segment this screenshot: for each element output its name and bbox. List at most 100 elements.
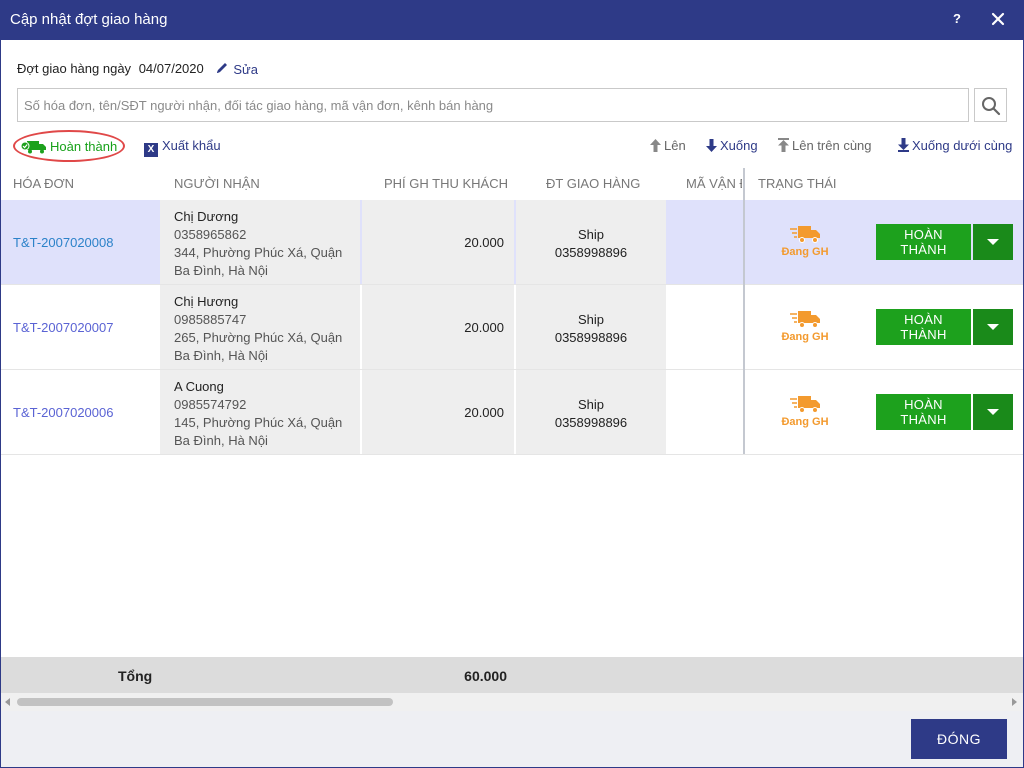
partner-name: Ship bbox=[577, 227, 605, 242]
move-top-label: Lên trên cùng bbox=[792, 138, 872, 153]
move-up-button[interactable]: Lên bbox=[650, 138, 686, 153]
table-row[interactable]: T&T-2007020006 A Cuong 0985574792 145, P… bbox=[0, 370, 1024, 455]
close-button[interactable]: ĐÓNG bbox=[911, 719, 1007, 759]
col-partner[interactable]: ĐT GIAO HÀNG bbox=[546, 176, 641, 191]
partner-phone: 0358998896 bbox=[554, 415, 628, 430]
recipient-cell bbox=[160, 370, 360, 454]
col-invoice[interactable]: HÓA ĐƠN bbox=[13, 176, 74, 191]
invoice-link[interactable]: T&T-2007020007 bbox=[13, 320, 114, 335]
batch-date: 04/07/2020 bbox=[138, 61, 204, 77]
edit-label: Sửa bbox=[233, 61, 258, 77]
recipient-name: Chị Hương bbox=[174, 294, 239, 309]
recipient-cell bbox=[160, 285, 360, 369]
recipient-address-line2: Ba Đình, Hà Nội bbox=[174, 348, 268, 363]
recipient-address-line1: 344, Phường Phúc Xá, Quận bbox=[174, 245, 343, 260]
partner-name: Ship bbox=[577, 312, 605, 327]
export-button[interactable]: X Xuất khẩu bbox=[144, 138, 221, 157]
table-header: HÓA ĐƠN NGƯỜI NHẬN PHÍ GH THU KHÁCH ĐT G… bbox=[0, 168, 1024, 198]
search-input[interactable] bbox=[22, 89, 956, 121]
export-label: Xuất khẩu bbox=[162, 138, 221, 153]
partner-info: Ship 0358998896 bbox=[518, 226, 664, 262]
partner-info: Ship 0358998896 bbox=[518, 311, 664, 347]
recipient-info: A Cuong 0985574792 145, Phường Phúc Xá, … bbox=[174, 378, 354, 450]
delivery-truck-icon bbox=[790, 396, 820, 413]
search-button[interactable] bbox=[974, 88, 1007, 122]
batch-label: Đợt giao hàng ngày bbox=[17, 61, 132, 77]
partner-name: Ship bbox=[577, 397, 605, 412]
scroll-right-icon[interactable] bbox=[1012, 698, 1017, 706]
scroll-left-icon[interactable] bbox=[5, 698, 10, 706]
chevron-down-icon bbox=[987, 324, 999, 330]
complete-order-button[interactable]: HOÀN THÀNH bbox=[876, 394, 971, 430]
status-label: Đang GH bbox=[781, 331, 829, 343]
recipient-address-line1: 145, Phường Phúc Xá, Quận bbox=[174, 415, 343, 430]
col-fee[interactable]: PHÍ GH THU KHÁCH bbox=[384, 176, 508, 191]
scrollbar-thumb[interactable] bbox=[17, 698, 393, 706]
frozen-column-divider[interactable] bbox=[743, 168, 745, 454]
horizontal-scrollbar[interactable] bbox=[0, 693, 1024, 711]
table-row[interactable]: T&T-2007020007 Chị Hương 0985885747 265,… bbox=[0, 285, 1024, 370]
truck-check-icon bbox=[21, 141, 46, 154]
col-tracking[interactable]: MÃ VẬN Đ bbox=[686, 176, 742, 191]
status-badge: Đang GH bbox=[766, 394, 844, 428]
totals-label: Tổng bbox=[118, 668, 153, 684]
recipient-cell bbox=[160, 200, 360, 284]
complete-batch-button[interactable]: Hoàn thành bbox=[13, 130, 125, 162]
search-icon bbox=[982, 97, 1001, 116]
delivery-truck-icon bbox=[790, 311, 820, 328]
move-down-button[interactable]: Xuống bbox=[706, 138, 758, 153]
partner-phone: 0358998896 bbox=[554, 330, 628, 345]
status-badge: Đang GH bbox=[766, 224, 844, 258]
invoice-link[interactable]: T&T-2007020008 bbox=[13, 235, 114, 250]
move-down-label: Xuống bbox=[720, 138, 758, 153]
fee-value: 20.000 bbox=[464, 235, 504, 250]
status-badge: Đang GH bbox=[766, 309, 844, 343]
table-row[interactable]: T&T-2007020008 Chị Dương 0358965862 344,… bbox=[0, 200, 1024, 285]
invoice-link[interactable]: T&T-2007020006 bbox=[13, 405, 114, 420]
excel-icon: X bbox=[144, 143, 158, 157]
dialog-footer: ĐÓNG bbox=[0, 711, 1024, 768]
status-label: Đang GH bbox=[781, 246, 829, 258]
arrow-top-icon bbox=[778, 138, 789, 152]
complete-order-button[interactable]: HOÀN THÀNH bbox=[876, 224, 971, 260]
move-top-button[interactable]: Lên trên cùng bbox=[778, 138, 872, 153]
col-recipient[interactable]: NGƯỜI NHẬN bbox=[174, 176, 260, 191]
arrow-bottom-icon bbox=[898, 138, 909, 152]
col-status[interactable]: TRẠNG THÁI bbox=[758, 176, 837, 191]
move-bottom-button[interactable]: Xuống dưới cùng bbox=[898, 138, 1012, 153]
help-button[interactable]: ? bbox=[953, 11, 961, 26]
recipient-address-line1: 265, Phường Phúc Xá, Quận bbox=[174, 330, 343, 345]
complete-options-dropdown[interactable] bbox=[973, 394, 1013, 430]
partner-phone: 0358998896 bbox=[554, 245, 628, 260]
recipient-phone: 0985574792 bbox=[174, 397, 247, 412]
title-bar: Cập nhật đợt giao hàng ? bbox=[0, 0, 1024, 40]
complete-options-dropdown[interactable] bbox=[973, 309, 1013, 345]
move-bottom-label: Xuống dưới cùng bbox=[912, 138, 1013, 153]
recipient-address-line2: Ba Đình, Hà Nội bbox=[174, 433, 268, 448]
recipient-info: Chị Dương 0358965862 344, Phường Phúc Xá… bbox=[174, 208, 354, 280]
recipient-address-line2: Ba Đình, Hà Nội bbox=[174, 263, 268, 278]
recipient-phone: 0985885747 bbox=[174, 312, 247, 327]
complete-order-button[interactable]: HOÀN THÀNH bbox=[876, 309, 971, 345]
edit-batch-link[interactable]: Sửa bbox=[215, 61, 258, 77]
dialog-title: Cập nhật đợt giao hàng bbox=[10, 11, 168, 28]
fee-value: 20.000 bbox=[464, 320, 504, 335]
recipient-name: Chị Dương bbox=[174, 209, 239, 224]
close-icon[interactable] bbox=[989, 9, 1007, 29]
batch-info: Đợt giao hàng ngày 04/07/2020 Sửa bbox=[17, 60, 258, 78]
chevron-down-icon bbox=[987, 409, 999, 415]
chevron-down-icon bbox=[987, 239, 999, 245]
fee-cell bbox=[362, 200, 514, 284]
totals-fee: 60.000 bbox=[464, 668, 507, 684]
fee-cell bbox=[362, 285, 514, 369]
complete-options-dropdown[interactable] bbox=[973, 224, 1013, 260]
totals-row: Tổng 60.000 bbox=[0, 657, 1024, 693]
toolbar: Hoàn thành X Xuất khẩu Lên Xuống Lên trên… bbox=[0, 130, 1024, 162]
arrow-down-icon bbox=[706, 139, 717, 152]
arrow-up-icon bbox=[650, 139, 661, 152]
status-label: Đang GH bbox=[781, 416, 829, 428]
fee-cell bbox=[362, 370, 514, 454]
search-box bbox=[17, 88, 969, 122]
partner-cell bbox=[516, 200, 666, 284]
